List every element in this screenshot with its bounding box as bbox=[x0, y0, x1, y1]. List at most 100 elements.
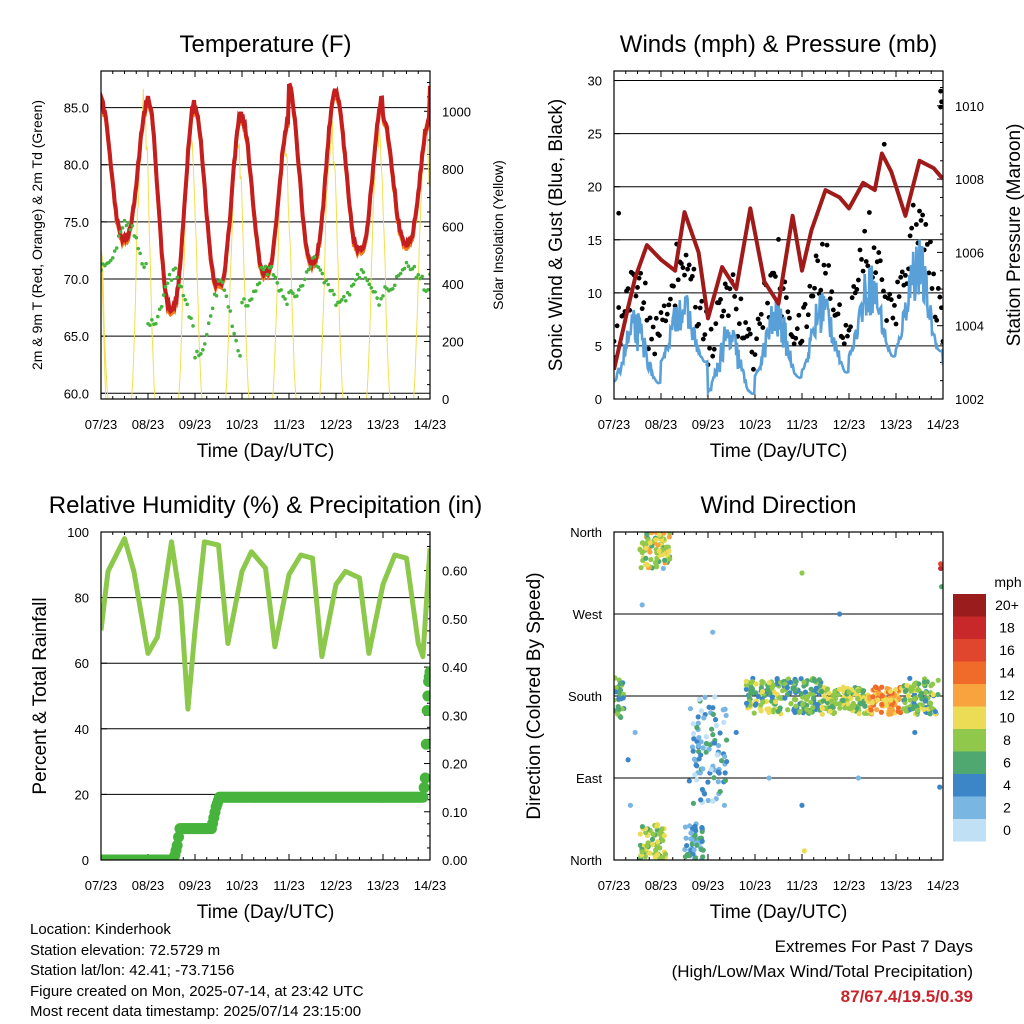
gust-point bbox=[682, 272, 687, 278]
gust-point bbox=[696, 321, 701, 327]
direction-point bbox=[837, 611, 843, 617]
direction-point bbox=[911, 703, 917, 709]
dewpoint-point bbox=[199, 352, 203, 356]
extremes-box: Extremes For Past 7 Days (High/Low/Max W… bbox=[672, 934, 973, 1009]
gust-point bbox=[938, 88, 943, 94]
gust-point bbox=[939, 305, 943, 311]
direction-point bbox=[896, 695, 902, 701]
gust-point bbox=[793, 335, 799, 341]
gust-point bbox=[829, 289, 835, 295]
direction-point bbox=[663, 544, 669, 550]
y-tick-label: 0 bbox=[82, 853, 89, 868]
gust-point bbox=[653, 315, 659, 321]
gust-point bbox=[721, 308, 727, 314]
direction-point bbox=[799, 802, 805, 808]
direction-point bbox=[655, 542, 661, 548]
gust-point bbox=[702, 332, 708, 338]
dewpoint-point bbox=[116, 234, 121, 238]
solar-series bbox=[101, 88, 430, 399]
gust-point bbox=[697, 305, 703, 311]
direction-point bbox=[860, 688, 867, 694]
gust-point bbox=[758, 311, 764, 317]
dewpoint-point bbox=[324, 278, 329, 283]
gust-point bbox=[837, 302, 842, 308]
gust-point bbox=[823, 270, 828, 276]
dewpoint-point bbox=[150, 318, 154, 322]
direction-point bbox=[878, 709, 884, 715]
dewpoint-point bbox=[381, 294, 385, 298]
direction-point bbox=[695, 720, 701, 726]
rh-series bbox=[101, 536, 430, 712]
dewpoint-point bbox=[191, 324, 195, 328]
dewpoint-point bbox=[373, 290, 377, 294]
gust-point bbox=[668, 296, 673, 302]
direction-point bbox=[743, 700, 750, 706]
legend-label: 18 bbox=[999, 620, 1015, 636]
direction-point bbox=[627, 802, 634, 808]
direction-point bbox=[927, 711, 933, 717]
x-axis: 07/23 08/23 09/23 10/23 11/23 12/23 13/23 14/23 bbox=[598, 71, 959, 432]
direction-point bbox=[912, 729, 918, 736]
y-axis: 0 5 10 15 20 25 30 bbox=[588, 74, 620, 407]
gust-point bbox=[929, 286, 935, 291]
direction-point bbox=[769, 694, 775, 700]
dewpoint-point bbox=[365, 278, 370, 283]
y-tick-label: 25 bbox=[588, 127, 602, 142]
direction-point bbox=[810, 704, 816, 710]
direction-point bbox=[653, 537, 659, 543]
direction-point bbox=[766, 775, 772, 781]
direction-point bbox=[833, 701, 839, 707]
direction-point bbox=[637, 547, 643, 553]
dewpoint-point bbox=[163, 284, 168, 289]
direction-point bbox=[700, 847, 706, 853]
direction-point bbox=[649, 841, 656, 848]
x-tick-label: 08/23 bbox=[132, 878, 165, 893]
direction-point bbox=[708, 766, 714, 773]
legend-label: 2 bbox=[1003, 800, 1011, 816]
dewpoint-point bbox=[271, 273, 276, 277]
direction-point bbox=[855, 696, 861, 702]
direction-point bbox=[855, 775, 862, 781]
gust-point bbox=[636, 275, 642, 281]
direction-point bbox=[660, 565, 666, 572]
direction-point bbox=[811, 676, 817, 682]
direction-point bbox=[902, 696, 908, 702]
gust-point bbox=[920, 212, 926, 218]
gust-point bbox=[711, 346, 717, 352]
precip-point bbox=[419, 772, 430, 784]
y-tick-label: 20 bbox=[588, 180, 602, 195]
gust-point bbox=[683, 252, 689, 258]
dewpoint-point bbox=[363, 276, 368, 280]
direction-point bbox=[712, 694, 718, 700]
dewpoint-point bbox=[322, 281, 327, 285]
legend-title: mph bbox=[994, 574, 1021, 590]
direction-point bbox=[766, 709, 772, 715]
dewpoint-point bbox=[112, 249, 117, 253]
direction-point bbox=[797, 708, 803, 715]
dewpoint-point bbox=[114, 246, 119, 250]
y2-axis-label: Station Pressure (Maroon) bbox=[1004, 124, 1024, 347]
direction-point bbox=[710, 711, 716, 717]
direction-point bbox=[888, 711, 894, 717]
gust-point bbox=[851, 284, 857, 289]
gust-point bbox=[835, 311, 841, 317]
dewpoint-point bbox=[343, 299, 348, 303]
gust-point bbox=[614, 323, 620, 329]
direction-point bbox=[788, 679, 794, 685]
gust-point bbox=[848, 324, 853, 330]
direction-point bbox=[667, 556, 673, 562]
dewpoint-point bbox=[316, 265, 321, 270]
dewpoint-point bbox=[220, 280, 225, 285]
dewpoint-point bbox=[242, 297, 246, 301]
gust-point bbox=[865, 263, 871, 269]
x-tick-label: 08/23 bbox=[132, 417, 165, 432]
direction-point bbox=[698, 752, 704, 758]
direction-point bbox=[660, 837, 666, 844]
y-tick-label: 80.0 bbox=[64, 158, 89, 173]
y-axis: 0 20 40 60 80 100 bbox=[67, 525, 107, 868]
dewpoint-point bbox=[416, 273, 421, 277]
direction-point bbox=[821, 692, 827, 699]
gust-point bbox=[856, 277, 861, 283]
direction-point bbox=[661, 833, 667, 839]
x-tick-label: 10/23 bbox=[739, 878, 772, 893]
